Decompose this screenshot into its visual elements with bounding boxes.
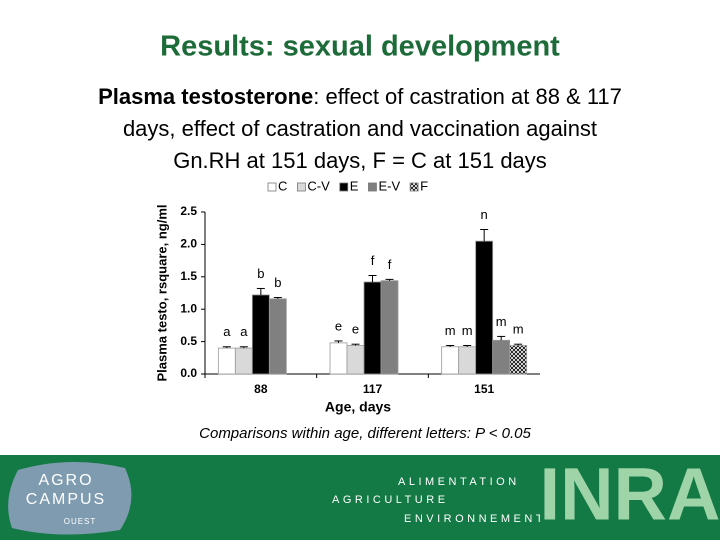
- x-axis-label: Age, days: [325, 399, 391, 415]
- y-tick-label: 2.5: [180, 204, 197, 218]
- x-tick-label: 151: [474, 382, 494, 396]
- logo-text: OUEST: [64, 517, 97, 526]
- bar: [217, 347, 236, 375]
- logo-text: AGRO: [38, 472, 93, 489]
- significance-letter: f: [371, 253, 375, 268]
- significance-letter: f: [388, 257, 392, 272]
- chart: 0.0 0.5 1.0 1.5 2.0 2.5 Plasma testo, rsquare,…: [154, 178, 540, 415]
- bar: [458, 346, 477, 375]
- legend-swatch: [267, 182, 277, 192]
- y-tick-label: 0.0: [180, 366, 197, 380]
- logo-text: CAMPUS: [26, 491, 106, 508]
- x-tick-label: 88: [254, 382, 268, 396]
- legend-swatch: [409, 182, 419, 192]
- footer-word: ALIMENTATION: [398, 476, 520, 488]
- significance-letter: m: [462, 323, 473, 338]
- bar: [441, 346, 460, 375]
- significance-letter: e: [335, 318, 342, 333]
- legend-label: E-V: [378, 178, 400, 193]
- legend-swatch: [368, 182, 377, 192]
- bar: [380, 280, 399, 375]
- legend-swatch: [296, 182, 306, 192]
- bar: [475, 240, 494, 375]
- significance-letter: m: [445, 323, 456, 338]
- brand: INRA: [540, 453, 720, 536]
- bar: [329, 342, 348, 375]
- x-tick-label: 117: [363, 382, 383, 396]
- significance-letter: m: [496, 314, 507, 329]
- logo-shape: [8, 461, 132, 535]
- subtitle-line: Plasma testosterone: effect of castratio…: [98, 84, 622, 109]
- bar: [492, 339, 511, 375]
- subtitle-text: : effect of castration at 88 & 117: [313, 84, 622, 109]
- legend-label: E: [350, 178, 359, 193]
- brand-back: [540, 455, 720, 540]
- bar: [363, 281, 382, 375]
- legend-swatch: [339, 182, 349, 192]
- y-tick-label: 2.0: [180, 237, 197, 251]
- legend-label: C: [278, 178, 287, 193]
- significance-letter: e: [352, 322, 359, 337]
- significance-letter: a: [240, 324, 248, 339]
- significance-letter: n: [481, 207, 488, 222]
- legend-label: F: [420, 178, 428, 193]
- significance-letter: b: [257, 266, 264, 281]
- bar: [346, 345, 365, 375]
- subtitle-line: days, effect of castration and vaccinati…: [123, 116, 597, 141]
- significance-letter: a: [223, 324, 231, 339]
- y-tick-label: 0.5: [180, 334, 197, 348]
- bar: [234, 347, 253, 375]
- significance-letter: b: [274, 275, 281, 290]
- y-tick-label: 1.0: [180, 301, 197, 315]
- slide-title: Results: sexual development: [160, 31, 560, 63]
- subtitle-bold: Plasma testosterone: [98, 84, 313, 109]
- bar: [509, 345, 528, 375]
- bar: [268, 298, 287, 375]
- bar: [251, 294, 270, 375]
- y-axis-label: Plasma testo, rsquare, ng/ml: [154, 204, 169, 381]
- subtitle-line: Gn.RH at 151 days, F = C at 151 days: [173, 148, 547, 173]
- legend-label: C-V: [307, 178, 330, 193]
- significance-letter: m: [513, 322, 524, 337]
- y-tick-label: 1.5: [180, 269, 197, 283]
- footer-word: ENVIRONNEMENT: [404, 513, 546, 525]
- footer-word: AGRICULTURE: [332, 494, 449, 506]
- footnote: Comparisons within age, different letter…: [199, 425, 531, 442]
